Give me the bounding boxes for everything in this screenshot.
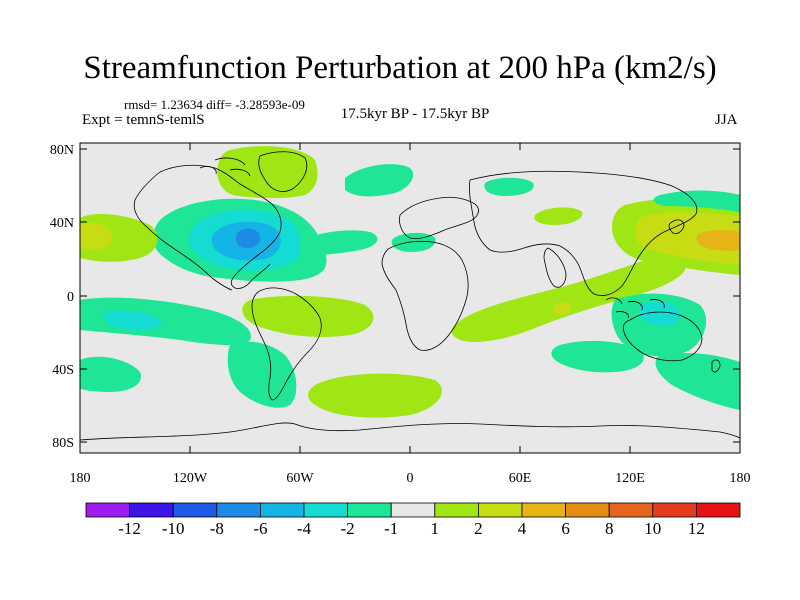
positive-region-north-atlantic <box>345 164 414 197</box>
positive-max-east-asia <box>696 229 740 251</box>
colorbar-label: 10 <box>644 519 661 538</box>
y-tick-label: 80S <box>52 436 74 451</box>
colorbar-swatch <box>303 502 348 518</box>
colorbar-swatch <box>85 502 130 518</box>
colorbar-label: 1 <box>431 519 440 538</box>
y-axis-labels: 80N 40N 0 40S 80S <box>50 143 74 451</box>
positive-core-east-asia <box>634 212 740 265</box>
y-axis <box>80 148 740 443</box>
colorbar-label: 12 <box>688 519 705 538</box>
colorbar-label: 6 <box>561 519 570 538</box>
coastline-new-zealand <box>711 359 721 373</box>
colorbar-swatch <box>608 502 654 518</box>
x-tick-label: 60E <box>509 471 532 486</box>
colorbar-swatch <box>477 502 523 518</box>
season-label: JJA <box>715 112 738 128</box>
colorbar-label: -1 <box>384 519 398 538</box>
x-tick-label: 120W <box>173 471 208 486</box>
positive-region-north-pacific <box>653 190 740 212</box>
coastline-southeast-asia-islands <box>605 297 665 319</box>
colorbar-swatch <box>390 502 436 518</box>
negative-region-tropical-pacific <box>80 297 251 345</box>
colorbar-swatch <box>434 502 479 518</box>
colorbar-swatch <box>216 502 261 518</box>
y-tick-label: 40S <box>52 363 74 378</box>
coastlines <box>80 151 740 441</box>
colorbar-swatch <box>347 502 392 518</box>
coastline-japan <box>668 219 685 234</box>
colorbar-label: -4 <box>297 519 312 538</box>
coastline-greenland <box>258 151 308 192</box>
y-tick-label: 80N <box>50 143 74 158</box>
colorbar: -12 -10 -8 -6 -4 -2 -1 1 2 4 6 8 10 12 <box>85 502 741 538</box>
experiment-label: Expt = temnS-temlS <box>82 112 205 128</box>
colorbar-swatch <box>696 502 741 518</box>
negative-core-australia <box>638 301 681 327</box>
x-axis-labels: 180 120W 60W 0 60E 120E 180 <box>70 471 751 486</box>
coastline-india <box>543 247 567 288</box>
positive-region-indian-ocean <box>451 254 686 342</box>
coastline-canadian-islands <box>199 157 251 177</box>
coastline-antarctica <box>80 422 740 441</box>
negative-tongue-atlantic <box>300 230 378 256</box>
negative-core-tropical-pacific <box>103 310 161 331</box>
colorbar-swatch <box>565 502 610 518</box>
period-label: 17.5kyr BP - 17.5kyr BP <box>340 106 490 122</box>
colorbar-label: 2 <box>474 519 483 538</box>
coastline-africa <box>381 240 469 351</box>
negative-region-southern-indian <box>551 340 644 373</box>
negative-center-north-america <box>236 228 261 249</box>
colorbar-swatch <box>521 502 566 518</box>
x-tick-label: 0 <box>407 471 414 486</box>
map-title: Streamfunction Perturbation at 200 hPa (… <box>83 50 717 86</box>
y-tick-label: 0 <box>67 290 74 305</box>
positive-region-subantarctic <box>308 373 442 418</box>
stats-text: rmsd= 1.23634 diff= -3.28593e-09 <box>124 97 305 112</box>
x-tick-label: 180 <box>70 471 91 486</box>
negative-region-south-pacific <box>80 356 141 392</box>
colorbar-label: -2 <box>341 519 355 538</box>
x-tick-label: 120E <box>615 471 645 486</box>
coastline-europe <box>399 196 479 239</box>
x-tick-label: 180 <box>730 471 751 486</box>
y-tick-label: 40N <box>50 216 74 231</box>
plot-area <box>80 143 740 453</box>
negative-region-south-atlantic <box>227 341 297 408</box>
colorbar-swatch <box>652 502 697 518</box>
positive-region-south-atlantic <box>242 295 374 337</box>
positive-core-central-pacific <box>80 222 113 250</box>
negative-region-southern-ocean <box>655 352 740 410</box>
colorbar-label: -12 <box>118 519 141 538</box>
colorbar-label: 4 <box>518 519 527 538</box>
coastline-north-america <box>133 164 282 291</box>
positive-core-indian-ocean <box>552 302 572 315</box>
colorbar-label: -10 <box>162 519 185 538</box>
coastline-australia <box>622 311 703 362</box>
colorbar-label: -8 <box>210 519 224 538</box>
colorbar-label: 8 <box>605 519 614 538</box>
colorbar-swatch <box>259 502 305 518</box>
coastline-asia <box>469 170 698 296</box>
positive-region-middle-east <box>534 207 583 225</box>
colorbar-label: -6 <box>253 519 267 538</box>
x-tick-label: 60W <box>286 471 314 486</box>
colorbar-swatch <box>172 502 218 518</box>
colorbar-swatch <box>129 502 174 518</box>
coastline-south-america <box>251 287 322 401</box>
positive-region-eurasia <box>484 177 534 196</box>
